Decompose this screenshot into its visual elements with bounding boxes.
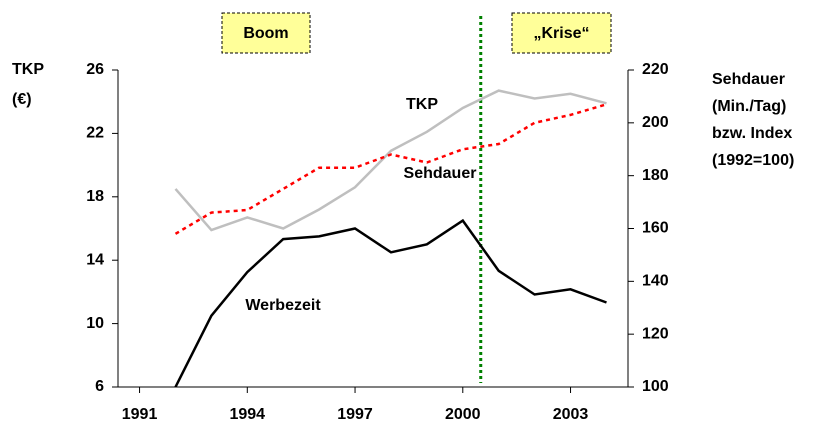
line-series [174,89,607,232]
line-series [174,103,607,235]
y-axis-label: TKP [12,61,44,78]
x-tick-label: 2003 [553,406,589,423]
x-tick-label: 1991 [122,406,158,423]
y-tick-label: 18 [86,188,104,205]
y-tick-label: 26 [86,61,104,78]
phase-label: „Krise“ [533,25,589,42]
y2-tick-label: 140 [642,273,669,290]
y2-tick-label: 160 [642,220,669,237]
series-label: TKP [406,96,438,113]
y-tick-label: 22 [86,125,104,142]
y-tick-label: 14 [86,251,104,268]
x-tick-label: 2000 [445,406,481,423]
series-label: Werbezeit [245,297,321,314]
y2-axis-label: Sehdauer [712,71,785,88]
y2-tick-label: 120 [642,325,669,342]
phase-box [511,12,612,54]
series-label: Sehdauer [404,165,477,182]
y-axis-label: (€) [12,91,32,108]
phase-label: Boom [243,25,288,42]
y-tick-label: 10 [86,315,104,332]
phase-box [221,12,311,54]
y2-tick-label: 180 [642,167,669,184]
x-tick-label: 1994 [229,406,265,423]
y2-axis-label: bzw. Index [712,125,792,142]
y2-tick-label: 100 [642,378,669,395]
line-series [174,218,607,388]
y2-tick-label: 220 [642,61,669,78]
y2-axis-label: (Min./Tag) [712,98,786,115]
y2-axis-label: (1992=100) [712,152,794,169]
x-tick-label: 1997 [337,406,373,423]
y-tick-label: 6 [95,378,104,395]
y2-tick-label: 200 [642,114,669,131]
